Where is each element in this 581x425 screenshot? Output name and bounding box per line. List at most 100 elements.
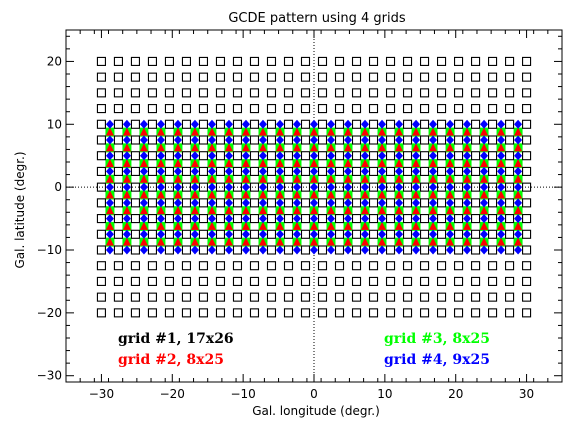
grid4-point [480, 245, 489, 255]
grid2-point [173, 221, 182, 230]
grid1-point [505, 245, 515, 255]
grid1-point [385, 229, 396, 239]
grid4-point [156, 166, 165, 176]
grid1-point [232, 292, 243, 302]
grid1-point [522, 56, 532, 66]
grid1-point [113, 104, 123, 114]
grid2-point [292, 127, 301, 136]
grid2-point [173, 159, 182, 168]
grid2-point [310, 127, 318, 136]
grid4-point [207, 214, 216, 224]
grid4-point [156, 182, 165, 192]
grid1-point [266, 56, 277, 66]
grid2-point [310, 143, 318, 152]
grid2-point [139, 143, 148, 152]
grid4-point [429, 214, 438, 224]
grid2-point [412, 174, 421, 183]
grid2-point [429, 174, 438, 183]
grid1-point [283, 245, 294, 255]
grid4-point [207, 119, 216, 129]
grid4-point [224, 166, 233, 176]
grid1-point [385, 261, 396, 271]
grid2-point [173, 237, 182, 246]
grid1-point [488, 182, 498, 192]
grid2-point [207, 237, 216, 246]
grid1-point [317, 104, 328, 114]
grid1-point [351, 119, 362, 129]
grid4-point [429, 229, 438, 239]
legend-grid-1: grid #1, 17x26 [118, 331, 234, 347]
grid1-point [351, 56, 362, 66]
grid4-point [241, 166, 250, 176]
grid4-point [275, 135, 284, 145]
grid2-point [275, 206, 284, 215]
grid1-point [385, 276, 396, 286]
grid2-point [156, 190, 165, 199]
grid1-point [181, 229, 192, 239]
grid2-point [480, 206, 489, 215]
y-axis-title: Gal. latitude (degr.) [13, 151, 27, 268]
grid1-point [181, 276, 192, 286]
grid4-point [378, 182, 387, 192]
grid4-point [122, 182, 131, 192]
grid1-point [436, 135, 447, 145]
grid1-point [402, 276, 413, 286]
grid4-point [292, 135, 301, 145]
grid1-point [249, 135, 260, 145]
grid1-point [317, 88, 328, 98]
grid1-point [488, 261, 498, 271]
grid1-point [249, 276, 260, 286]
grid1-point [198, 56, 209, 66]
grid1-point [368, 276, 379, 286]
grid4-point [241, 119, 250, 129]
grid1-point [232, 72, 243, 82]
grid2-point [310, 221, 318, 230]
grid2-point [514, 143, 523, 152]
grid1-point [317, 182, 328, 192]
grid1-point [402, 135, 413, 145]
grid4-point [190, 214, 199, 224]
grid1-point [471, 308, 481, 318]
grid1-point [249, 151, 260, 161]
grid2-point [207, 206, 216, 215]
grid4-point [344, 214, 353, 224]
grid1-point [436, 229, 447, 239]
grid1-point [402, 308, 413, 318]
grid2-point [344, 190, 353, 199]
grid2-point [224, 221, 233, 230]
grid1-point [334, 119, 345, 129]
grid2-point [327, 159, 336, 168]
chart-title: GCDE pattern using 4 grids [228, 11, 406, 26]
grid4-point [275, 245, 284, 255]
grid1-point [147, 88, 157, 98]
grid4-point [497, 229, 506, 239]
grid1-point [522, 151, 532, 161]
grid4-point [173, 182, 182, 192]
grid2-point [122, 237, 131, 246]
grid1-point [505, 229, 515, 239]
grid2-point [292, 237, 301, 246]
grid1-point [334, 261, 345, 271]
grid4-point [361, 229, 370, 239]
grid1-point [215, 308, 226, 318]
grid1-point [453, 229, 464, 239]
grid1-point [368, 135, 379, 145]
grid1-point [385, 198, 396, 208]
grid1-point [436, 214, 447, 224]
grid1-point [453, 72, 464, 82]
grid2-point [429, 127, 438, 136]
grid4-point [480, 229, 489, 239]
grid1-point [522, 198, 532, 208]
grid1-point [505, 88, 515, 98]
grid1-point [471, 245, 481, 255]
grid2-point [224, 206, 233, 215]
grid4-point [497, 245, 506, 255]
grid4-point [241, 229, 250, 239]
grid1-point [232, 104, 243, 114]
y-tick-label: −30 [37, 369, 62, 383]
grid1-point [419, 151, 430, 161]
grid1-point [283, 308, 294, 318]
grid1-point [368, 261, 379, 271]
grid1-point [522, 166, 532, 176]
grid1-point [368, 151, 379, 161]
